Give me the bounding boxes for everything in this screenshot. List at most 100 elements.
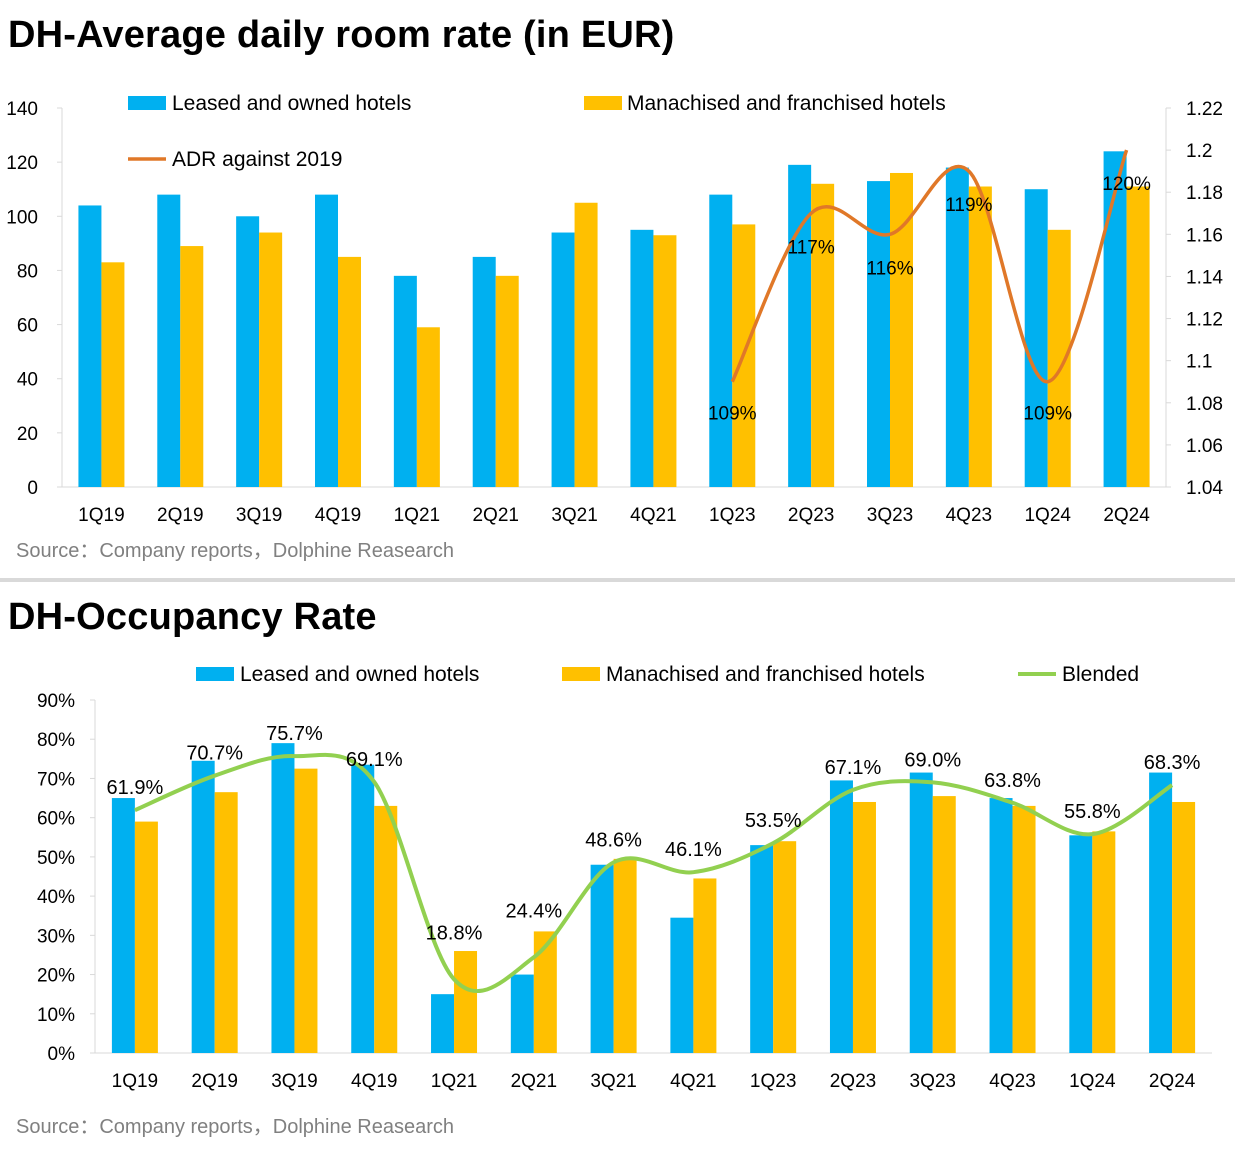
bar-leased (989, 798, 1013, 1053)
x-tick-label: 1Q21 (394, 505, 440, 526)
x-tick-label: 4Q23 (989, 1071, 1035, 1092)
bar-leased (271, 743, 295, 1053)
bar-leased (551, 232, 575, 487)
bar-leased (78, 205, 102, 487)
legend-label-leased: Leased and owned hotels (240, 663, 479, 686)
adr-chart-title: DH-Average daily room rate (in EUR) (8, 14, 675, 56)
x-tick-label: 1Q21 (431, 1071, 477, 1092)
y-tick-label: 0% (48, 1044, 76, 1065)
bar-leased (867, 181, 890, 488)
x-tick-label: 2Q21 (472, 505, 518, 526)
adr-source-note: Source：Company reports，Dolphine Reasearc… (16, 540, 454, 562)
bar-franchised (890, 172, 913, 487)
data-label-blended: 69.0% (904, 749, 961, 771)
data-label-adr: 119% (945, 195, 992, 216)
legend-label-franchised: Manachised and franchised hotels (627, 92, 946, 115)
bar-franchised (1172, 801, 1196, 1053)
right-tick-label: 1.1 (1186, 352, 1212, 373)
bar-leased (111, 798, 135, 1053)
bar-franchised (1012, 805, 1036, 1053)
x-tick-label: 1Q23 (750, 1071, 796, 1092)
data-label-blended: 46.1% (665, 839, 722, 861)
panel-divider (0, 578, 1235, 582)
data-label-blended: 69.1% (346, 749, 403, 771)
bar-leased (709, 194, 733, 487)
bar-franchised (613, 858, 637, 1053)
data-label-blended: 24.4% (505, 900, 562, 922)
legend-label-franchised: Manachised and franchised hotels (606, 663, 925, 686)
data-label-blended: 61.9% (107, 777, 164, 799)
occupancy-source-note: Source：Company reports，Dolphine Reasearc… (16, 1116, 454, 1138)
x-tick-label: 3Q19 (271, 1071, 317, 1092)
bar-franchised (932, 796, 956, 1053)
y-tick-label: 30% (37, 926, 75, 947)
right-tick-label: 1.06 (1186, 436, 1223, 457)
data-label-adr: 116% (866, 258, 913, 279)
right-tick-label: 1.08 (1186, 394, 1223, 415)
bar-leased (630, 229, 654, 488)
legend-swatch-franchised (584, 96, 622, 110)
legend-swatch-franchised (562, 667, 600, 681)
bar-leased (351, 764, 375, 1053)
bar-franchised (1092, 831, 1116, 1053)
right-tick-label: 1.12 (1186, 310, 1223, 331)
y-tick-label: 10% (37, 1005, 75, 1026)
data-label-adr: 117% (788, 237, 835, 258)
adr-chart: 0 20 40 60 80 100 120 140 1.04 1.06 1.08 1.1 1.12 1.1… (6, 92, 1223, 526)
bar-leased (510, 974, 534, 1053)
bar-leased (1103, 151, 1127, 488)
data-label-blended: 18.8% (426, 922, 483, 944)
bar-leased (670, 917, 694, 1053)
bar-franchised (134, 821, 158, 1053)
x-tick-label: 3Q19 (236, 505, 282, 526)
left-tick-label: 40 (17, 370, 38, 391)
bar-franchised (374, 805, 398, 1053)
data-label-blended: 70.7% (186, 743, 243, 765)
bar-franchised (101, 262, 125, 487)
bar-franchised (495, 275, 519, 487)
bar-leased (750, 845, 774, 1053)
bar-leased (909, 772, 933, 1053)
y-tick-label: 60% (37, 809, 75, 830)
bar-franchised (214, 792, 238, 1053)
x-tick-label: 2Q23 (830, 1071, 876, 1092)
x-tick-label: 1Q19 (112, 1071, 158, 1092)
data-label-adr: 109% (1023, 404, 1072, 425)
x-tick-label: 4Q23 (946, 505, 992, 526)
bar-franchised (968, 186, 992, 487)
series-line-blended (134, 752, 1174, 994)
adr-chart-panel: DH-Average daily room rate (in EUR) 0 20 4… (6, 14, 1224, 562)
bar-franchised (574, 202, 598, 487)
bar-leased (788, 164, 812, 487)
legend-swatch-leased (128, 96, 166, 110)
x-tick-label: 4Q21 (630, 505, 676, 526)
data-label-blended: 48.6% (585, 829, 642, 851)
bar-franchised (811, 183, 835, 488)
series-line-adr (730, 149, 1129, 384)
legend-label-leased: Leased and owned hotels (172, 92, 411, 115)
left-tick-label: 20 (17, 424, 38, 445)
bar-franchised (1047, 229, 1071, 488)
right-tick-label: 1.16 (1186, 225, 1223, 246)
bar-franchised (773, 841, 797, 1053)
bar-leased (236, 216, 260, 488)
right-tick-label: 1.04 (1186, 478, 1223, 499)
bar-leased (1069, 835, 1093, 1053)
y-tick-label: 20% (37, 966, 75, 987)
left-tick-label: 100 (6, 207, 38, 228)
bar-leased (829, 780, 853, 1053)
x-tick-label: 1Q23 (709, 505, 755, 526)
x-tick-label: 3Q23 (910, 1071, 956, 1092)
bar-leased (191, 760, 215, 1053)
data-label-blended: 67.1% (825, 757, 882, 779)
bar-franchised (693, 878, 717, 1053)
y-tick-label: 40% (37, 887, 75, 908)
bar-leased (1024, 189, 1048, 487)
right-tick-label: 1.22 (1186, 99, 1223, 120)
bar-leased (472, 256, 496, 487)
y-tick-label: 90% (37, 691, 75, 712)
bar-franchised (416, 327, 440, 487)
x-tick-label: 3Q21 (590, 1071, 636, 1092)
y-tick-label: 50% (37, 848, 75, 869)
data-label-blended: 63.8% (984, 770, 1041, 792)
